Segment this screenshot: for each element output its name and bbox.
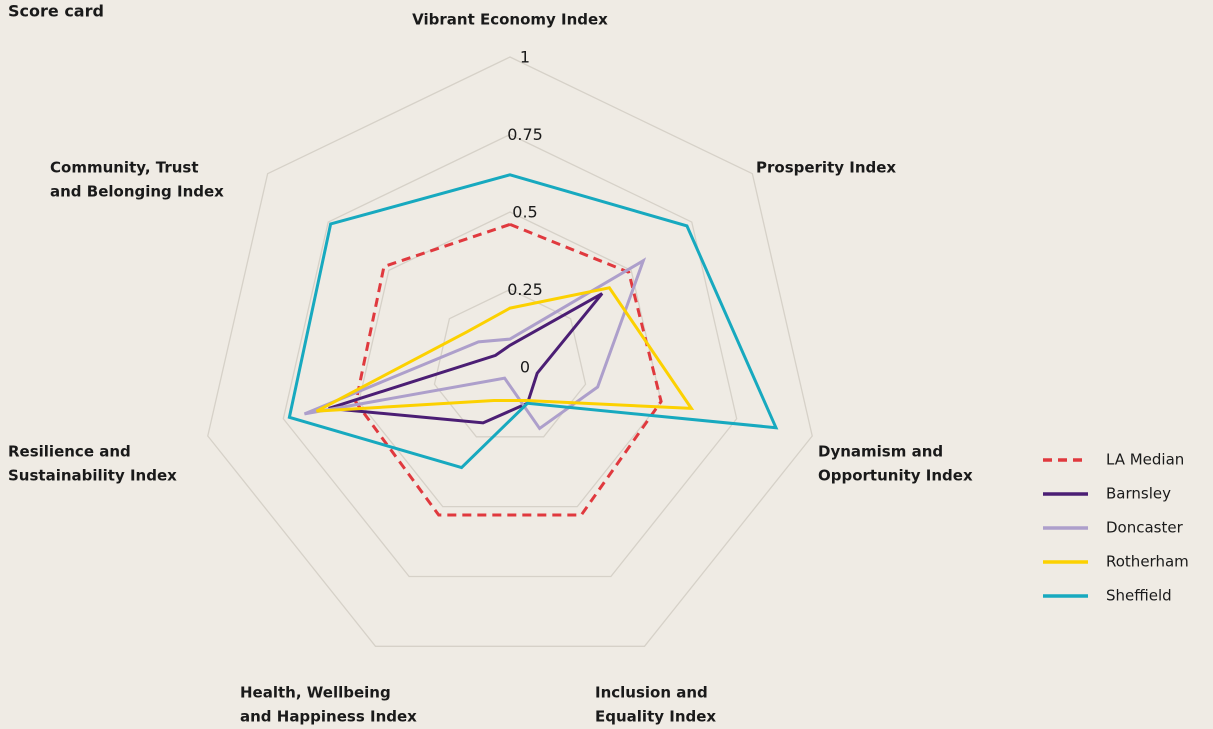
series-line	[315, 286, 695, 413]
axis-label: Vibrant Economy Index	[412, 11, 608, 29]
y-tick-label: 0.75	[507, 125, 543, 144]
legend-label: Doncaster	[1106, 519, 1184, 537]
axis-label: Health, Wellbeing	[240, 684, 391, 702]
y-tick-label: 0.25	[507, 280, 543, 299]
y-tick-label: 1	[520, 48, 530, 67]
axis-label: and Happiness Index	[240, 708, 417, 726]
legend-label: Rotherham	[1106, 553, 1189, 571]
axis-label: Equality Index	[595, 708, 716, 726]
legend-label: Sheffield	[1106, 587, 1172, 605]
chart-title: Score card	[8, 2, 104, 21]
axis-label: Inclusion and	[595, 684, 708, 702]
series-line	[287, 173, 779, 470]
axis-label: Community, Trust	[50, 159, 199, 177]
series-line	[328, 292, 604, 425]
axis-label: Prosperity Index	[756, 159, 896, 177]
y-tick-label: 0.5	[512, 203, 537, 222]
grid-ring	[207, 56, 813, 647]
axis-label: Resilience and	[8, 443, 131, 461]
y-tick-label: 0	[520, 358, 530, 377]
axis-label: Dynamism and	[818, 443, 943, 461]
legend-label: LA Median	[1106, 451, 1184, 469]
axis-label: Opportunity Index	[818, 467, 973, 485]
grid-ring	[358, 211, 662, 508]
axis-label: and Belonging Index	[50, 183, 224, 201]
axis-label: Sustainability Index	[8, 467, 177, 485]
series-line	[354, 222, 663, 517]
series-line	[303, 257, 647, 431]
legend-label: Barnsley	[1106, 485, 1171, 503]
